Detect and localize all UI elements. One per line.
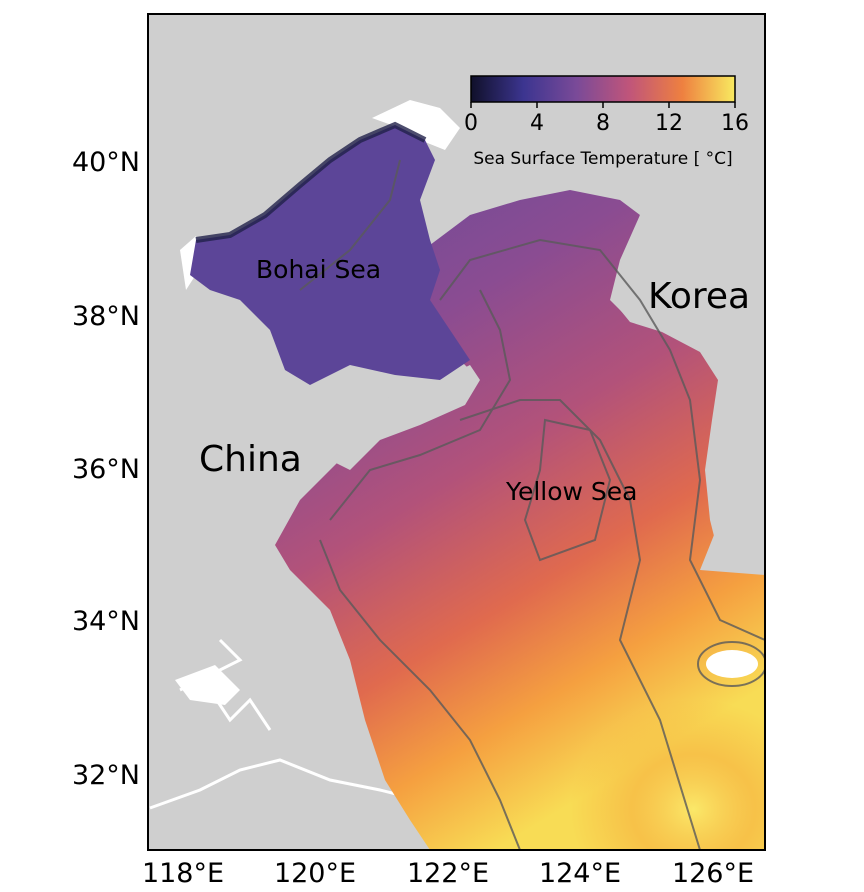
colorbar-tick-label: 4 <box>530 111 544 136</box>
longitude-ticks: 118°E 120°E 122°E 124°E 126°E <box>142 858 754 889</box>
longitude-tick-label: 118°E <box>142 858 224 889</box>
bohai-sea-label: Bohai Sea <box>256 255 381 284</box>
latitude-ticks: 40°N 38°N 36°N 34°N 32°N <box>72 147 140 791</box>
longitude-tick-label: 122°E <box>407 858 489 889</box>
longitude-tick-label: 124°E <box>539 858 621 889</box>
colorbar-tick-label: 16 <box>721 111 749 136</box>
lake-patch <box>175 665 240 705</box>
bohai-cold-rim <box>195 121 427 243</box>
map-frame <box>147 13 766 851</box>
latitude-tick-label: 36°N <box>72 454 140 485</box>
bohai-sea-region <box>190 125 470 385</box>
colorbar: 0 4 8 12 16 Sea Surface Temperature [ °C] <box>464 75 749 169</box>
colorbar-tick-label: 8 <box>596 111 610 136</box>
longitude-tick-label: 126°E <box>672 858 754 889</box>
shandong-peninsula <box>330 365 480 470</box>
longitude-tick-label: 120°E <box>274 858 356 889</box>
korea-label: Korea <box>648 276 750 317</box>
latitude-tick-label: 38°N <box>72 301 140 332</box>
depth-contours <box>299 159 765 850</box>
colorbar-tick-label: 0 <box>464 111 478 136</box>
yellow-sea-label: Yellow Sea <box>505 477 637 506</box>
hot-water-zone <box>440 560 765 850</box>
jeju-island <box>706 650 758 678</box>
korea-peninsula <box>612 180 765 575</box>
colorbar-label: Sea Surface Temperature [ °C] <box>473 149 732 169</box>
china-label: China <box>199 439 302 480</box>
ice-patch-liaodong <box>372 100 460 150</box>
latitude-tick-label: 34°N <box>72 606 140 637</box>
colorbar-tick-label: 12 <box>655 111 683 136</box>
colorbar-gradient <box>470 75 736 103</box>
latitude-tick-label: 32°N <box>72 760 140 791</box>
latitude-tick-label: 40°N <box>72 147 140 178</box>
